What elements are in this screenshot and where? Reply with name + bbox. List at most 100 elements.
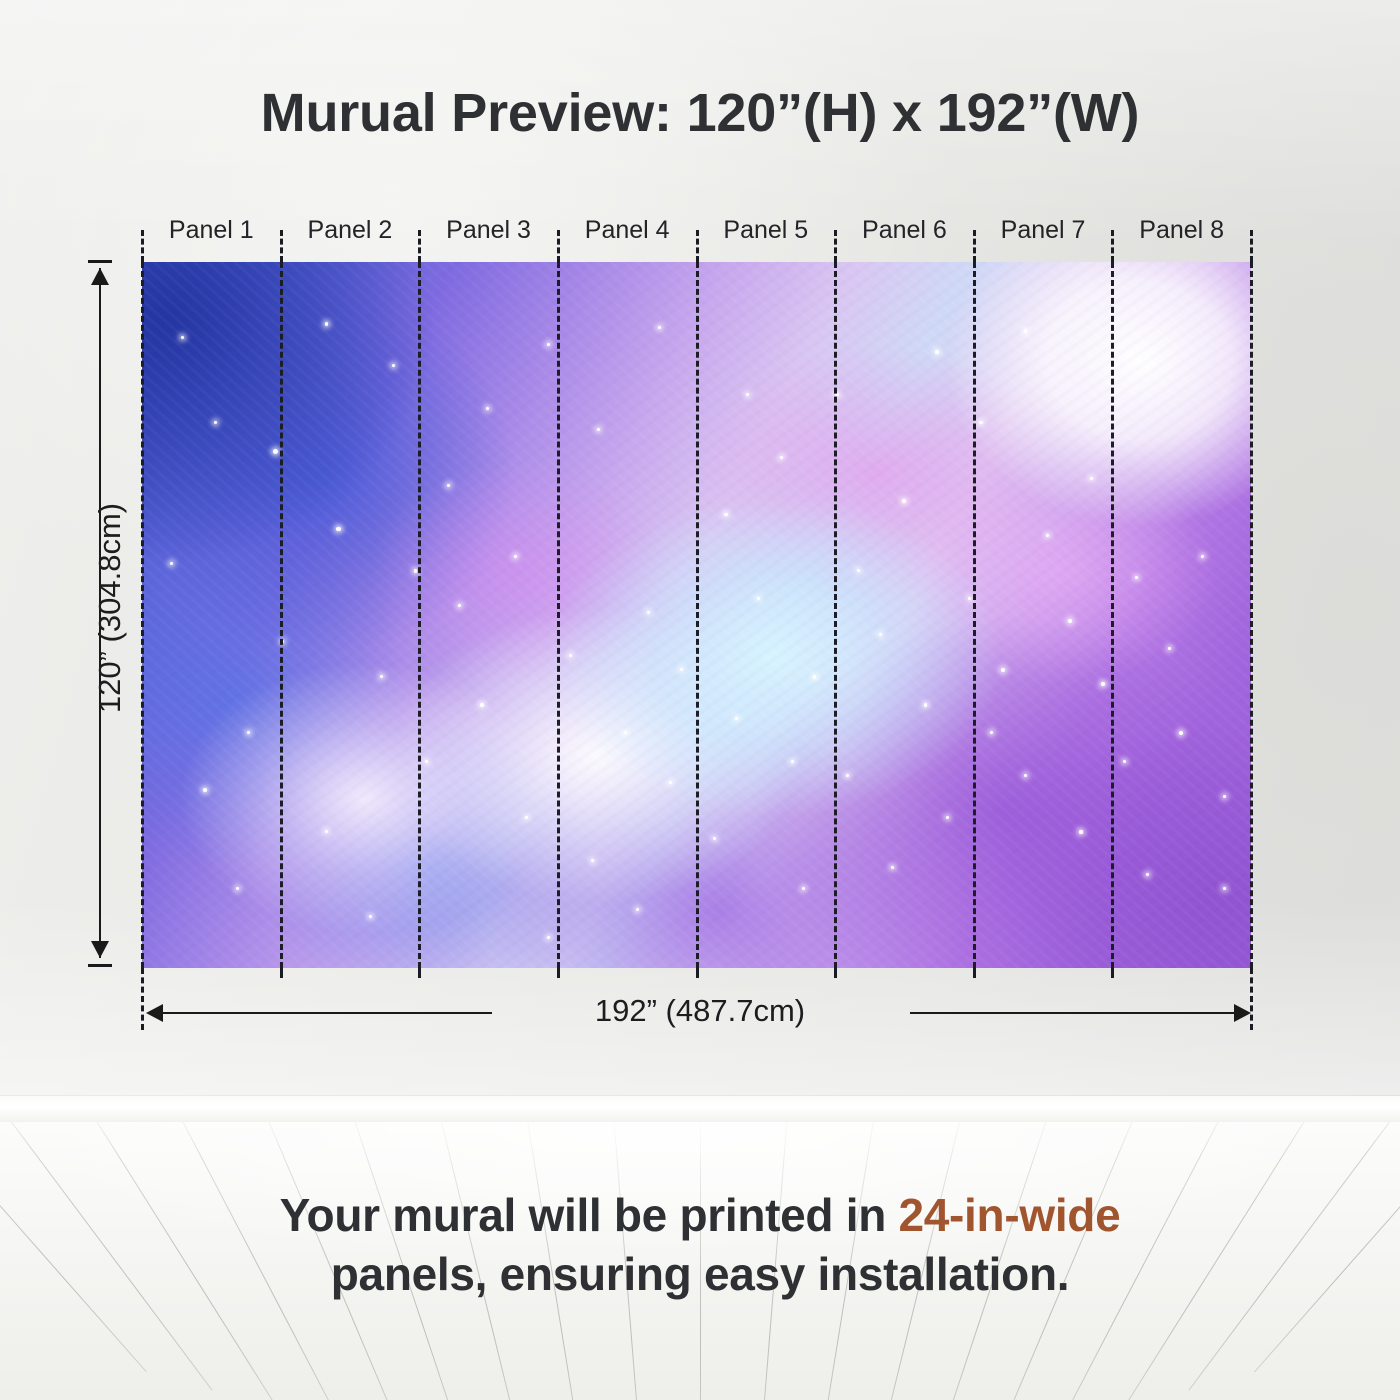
star-dot xyxy=(968,597,972,601)
star-dot xyxy=(1178,731,1183,736)
star-dot xyxy=(812,675,817,679)
panel-divider xyxy=(834,262,838,968)
panel-divider-tick-bottom xyxy=(418,968,422,978)
star-dot xyxy=(591,858,595,862)
star-dot xyxy=(214,420,218,424)
panel-divider-tick-bottom xyxy=(556,968,560,978)
star-dot xyxy=(1167,646,1172,651)
star-dot xyxy=(458,604,462,608)
star-dot xyxy=(735,717,739,721)
star-dot xyxy=(757,597,761,601)
width-line-left xyxy=(162,1012,492,1014)
star-dot xyxy=(679,667,683,671)
star-dot xyxy=(1079,830,1083,834)
panel-label-7: Panel 7 xyxy=(1000,216,1086,244)
panel-divider xyxy=(141,262,144,968)
star-dot xyxy=(1201,554,1205,558)
panel-divider-tick-top xyxy=(141,230,144,262)
star-dot xyxy=(524,816,528,820)
star-dot xyxy=(1145,872,1149,876)
star-dot xyxy=(1001,667,1006,672)
star-dot xyxy=(790,759,794,763)
star-dot xyxy=(1223,886,1227,890)
star-dot xyxy=(724,512,728,517)
star-dot xyxy=(1134,576,1138,580)
panel-divider-tick-top xyxy=(279,230,283,262)
star-dot xyxy=(568,653,573,658)
star-dot xyxy=(169,562,173,566)
star-dot xyxy=(779,456,783,460)
star-dot xyxy=(596,427,600,431)
star-dot xyxy=(324,322,329,326)
star-dot xyxy=(369,915,373,919)
panel-divider-tick-bottom xyxy=(834,968,838,978)
panel-divider-tick-bottom xyxy=(279,968,283,978)
star-dot xyxy=(202,787,208,793)
star-dot xyxy=(657,325,661,329)
baseboard xyxy=(0,1096,1400,1122)
star-dot xyxy=(1023,329,1028,333)
star-dot xyxy=(890,865,894,869)
panel-label-4: Panel 4 xyxy=(584,216,670,244)
star-dot xyxy=(380,675,384,678)
panel-label-3: Panel 3 xyxy=(446,216,531,244)
star-dot xyxy=(801,886,806,891)
star-dot xyxy=(336,526,341,532)
panel-divider-tick-top xyxy=(556,230,560,262)
width-arrow-left-icon xyxy=(146,1004,163,1022)
panel-divider xyxy=(972,262,976,968)
panel-divider-tick-top xyxy=(1250,230,1253,262)
star-dot xyxy=(901,498,906,503)
star-dot xyxy=(446,484,450,488)
star-dot xyxy=(236,886,240,890)
star-dot xyxy=(624,731,628,735)
star-dot xyxy=(635,907,639,911)
star-dot xyxy=(480,703,485,708)
star-dot xyxy=(1068,618,1072,623)
caption-line1-prefix: Your mural will be printed in xyxy=(279,1189,899,1241)
star-dot xyxy=(272,449,278,455)
star-dot xyxy=(324,830,328,834)
star-dot xyxy=(857,569,861,573)
star-dot xyxy=(1223,795,1227,799)
panel-divider xyxy=(279,262,283,968)
panel-divider xyxy=(1250,262,1253,968)
panel-divider-tick-bottom xyxy=(972,968,976,978)
panel-divider-tick-top xyxy=(834,230,838,262)
panel-divider-tick-bottom xyxy=(1250,968,1253,1030)
star-dot xyxy=(646,611,650,615)
star-dot xyxy=(934,350,939,355)
height-arrow-down-icon xyxy=(91,941,109,958)
panel-divider-tick-top xyxy=(972,230,976,262)
panel-divider-tick-bottom xyxy=(141,968,144,1030)
star-dot xyxy=(413,569,418,573)
caption-accent: 24-in-wide xyxy=(898,1189,1121,1241)
star-dot xyxy=(1123,759,1127,763)
height-line xyxy=(99,268,101,958)
panel-divider-tick-top xyxy=(1111,230,1115,262)
star-dot xyxy=(846,773,850,777)
width-label: 192” (487.7cm) xyxy=(594,993,806,1028)
panel-divider-tick-bottom xyxy=(695,968,699,978)
panel-label-5: Panel 5 xyxy=(723,216,809,244)
caption: Your mural will be printed in 24-in-wide… xyxy=(0,1186,1400,1304)
star-dot xyxy=(1090,477,1094,481)
height-cap-bottom xyxy=(88,964,112,967)
star-dot xyxy=(746,392,750,396)
panel-label-1: Panel 1 xyxy=(168,216,254,244)
star-dot xyxy=(546,343,550,347)
star-dot xyxy=(713,837,717,841)
panel-label-2: Panel 2 xyxy=(307,216,393,244)
width-arrow-right-icon xyxy=(1234,1004,1251,1022)
star-dot xyxy=(990,731,994,735)
panel-divider xyxy=(1111,262,1115,968)
star-dot xyxy=(1101,682,1105,686)
star-dot xyxy=(546,936,550,940)
panel-divider-tick-top xyxy=(418,230,422,262)
star-dot xyxy=(1023,773,1027,777)
star-dot xyxy=(668,780,672,784)
star-dot xyxy=(424,759,428,763)
star-dot xyxy=(485,406,489,410)
star-dot xyxy=(979,420,983,425)
